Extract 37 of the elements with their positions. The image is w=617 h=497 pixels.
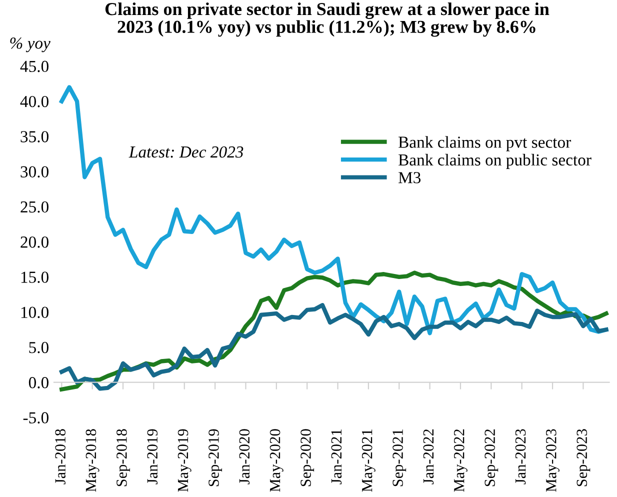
- annotation: Latest: Dec 2023: [128, 146, 244, 158]
- x-tick-label: Sep-2022: [484, 429, 498, 486]
- y-tick-label: 35.0: [20, 131, 48, 142]
- x-tick-label: Jan-2021: [331, 430, 342, 484]
- legend-label: Bank claims on public sector: [398, 154, 592, 169]
- x-tick-label: Jan-2020: [239, 429, 250, 484]
- x-tick-label: May-2021: [362, 430, 376, 492]
- y-tick-label: 40.0: [20, 96, 48, 108]
- y-tick-label: -5.0: [23, 412, 48, 424]
- y-tick-label: 10.0: [21, 306, 48, 318]
- legend-label: Bank claims on pvt sector: [398, 136, 571, 152]
- y-axis-title: % yoy: [10, 38, 50, 52]
- x-tick-label: May-2018: [86, 429, 100, 492]
- x-tick-label: Sep-2018: [116, 429, 130, 486]
- x-tick-label: Jan-2022: [423, 429, 434, 484]
- x-tick-label: Sep-2021: [392, 430, 406, 486]
- y-tick-label: 20.0: [20, 236, 48, 248]
- y-tick-label: 30.0: [20, 166, 48, 178]
- x-tick-label: May-2020: [270, 429, 284, 492]
- line-series: [60, 302, 608, 391]
- line-series: [60, 85, 608, 336]
- x-tick-label: May-2023: [546, 429, 560, 492]
- x-tick-label: May-2022: [454, 429, 468, 492]
- x-tick-label: Sep-2023: [576, 429, 590, 486]
- x-tick-label: Sep-2020: [300, 429, 314, 486]
- y-tick-label: 5.0: [29, 342, 48, 354]
- x-tick-label: Jan-2019: [147, 429, 158, 484]
- chart-title: Claims on private sector in Saudi grew at a slower pace in 2023 (10.1% yoy) vs public (11.2%); M3 grew by 8.6%: [105, 2, 550, 37]
- x-tick-label: Jan-2018: [55, 429, 66, 484]
- legend-label: M3: [398, 172, 421, 184]
- x-tick-label: Sep-2019: [208, 429, 222, 486]
- y-tick-label: 15.0: [21, 272, 48, 283]
- x-tick-label: Jan-2023: [515, 429, 526, 484]
- y-tick-label: 45.0: [20, 60, 48, 72]
- x-tick-label: May-2019: [178, 429, 192, 492]
- y-tick-label: 0.0: [28, 377, 48, 388]
- y-tick-label: 25.0: [20, 201, 48, 213]
